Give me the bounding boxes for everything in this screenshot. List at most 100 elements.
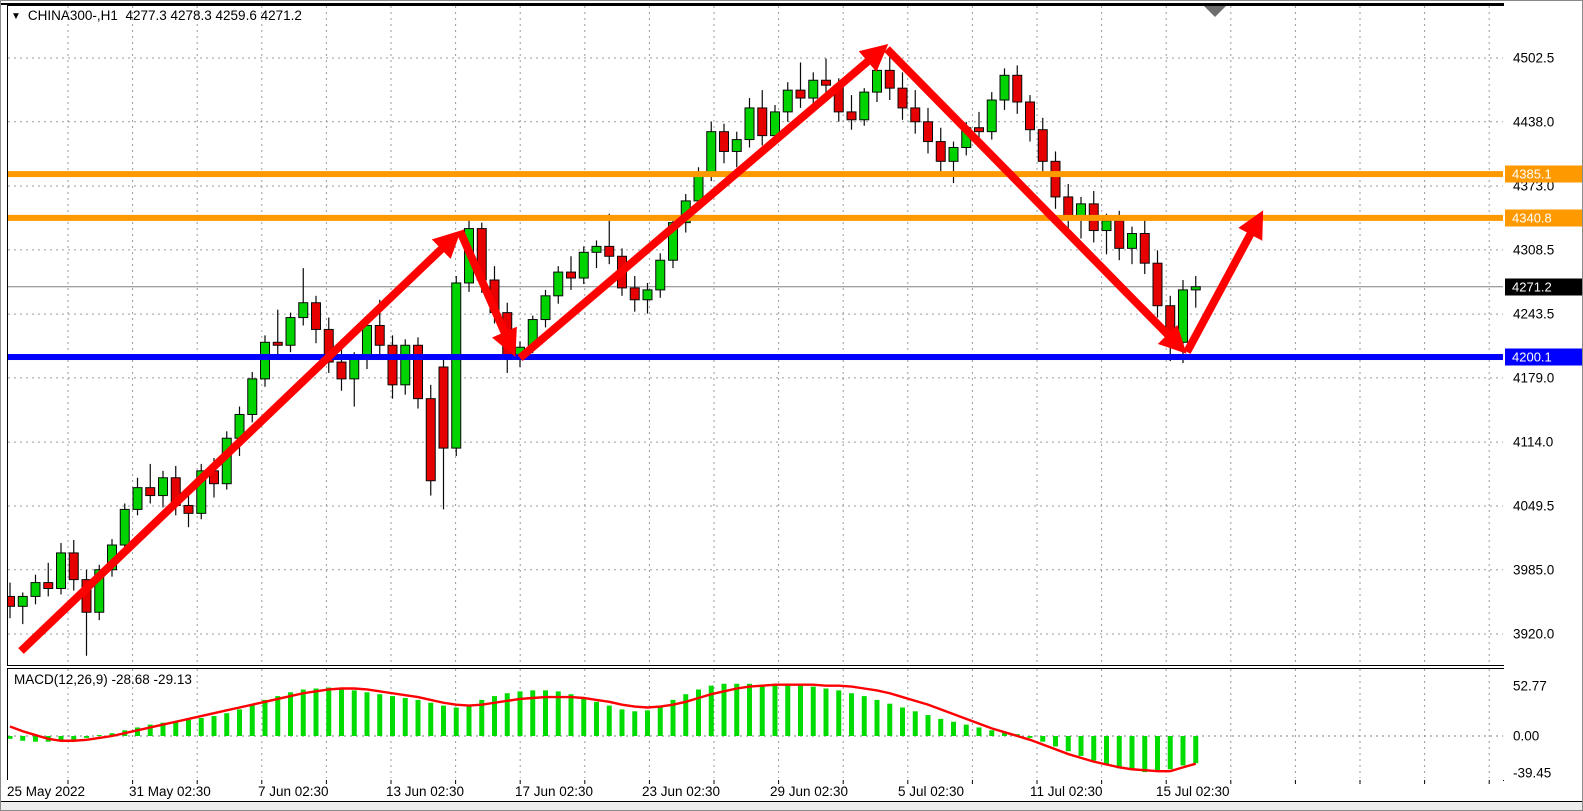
candle-bear — [1114, 220, 1125, 249]
candle-bull — [1178, 289, 1188, 343]
candle-bull — [986, 99, 997, 133]
price-axis-label: 4502.5 — [1513, 50, 1555, 66]
price-axis-label: 3985.0 — [1513, 562, 1555, 578]
candle-bull — [591, 245, 602, 253]
trend-arrow[interactable] — [18, 230, 461, 654]
candle-bear — [438, 366, 449, 449]
macd-scale-label: -39.45 — [1513, 765, 1552, 781]
candle-bear — [1139, 233, 1150, 264]
candle-bull — [540, 295, 551, 321]
candle-bear — [910, 107, 921, 123]
candle-bull — [17, 595, 28, 607]
candle-bear — [1025, 101, 1035, 131]
window-bottom-border — [1, 801, 1582, 802]
time-axis-label: 17 Jun 02:30 — [515, 784, 594, 799]
candle-bull — [451, 282, 462, 449]
candle-bull — [158, 477, 168, 497]
candle-bull — [119, 508, 130, 546]
candle-bull — [770, 111, 780, 137]
candle-bull — [693, 173, 704, 202]
candle-bear — [68, 552, 79, 581]
candle-bull — [1101, 220, 1112, 232]
price-axis-label: 4179.0 — [1513, 370, 1555, 386]
candle-bull — [94, 569, 105, 613]
line-price-badge: 4340.8 — [1505, 209, 1582, 227]
candle-bear — [374, 324, 385, 346]
candle-bull — [706, 131, 717, 175]
candle-bull — [298, 302, 309, 319]
candle-bull — [260, 341, 270, 380]
price-axis-label: 3920.0 — [1513, 626, 1555, 642]
candle-bear — [795, 89, 806, 99]
macd-indicator-label: MACD(12,26,9) -28.68 -29.13 — [14, 672, 192, 687]
trend-arrow[interactable] — [456, 229, 517, 357]
candle-bull — [578, 251, 589, 279]
price-axis[interactable]: 4502.5 4438.0 4373.0 4308.5 4243.5 4179.0 4114… — [1504, 1, 1582, 801]
candle-bear — [183, 504, 194, 514]
candle-bear — [935, 141, 946, 162]
candle-bear — [757, 107, 768, 137]
chart-shift-marker-icon — [1204, 6, 1226, 17]
time-axis-label: 13 Jun 02:30 — [386, 784, 465, 799]
time-axis-label: 5 Jul 02:30 — [898, 784, 965, 799]
candle-bear — [413, 344, 423, 400]
price-axis-label: 4114.0 — [1513, 434, 1554, 450]
macd-canvas[interactable] — [8, 669, 1503, 778]
candle-bull — [196, 470, 207, 514]
symbol-period-label: CHINA300-,H1 — [27, 8, 118, 23]
time-axis-label: 25 May 2022 — [7, 784, 86, 799]
time-axis-label: 29 Jun 02:30 — [770, 784, 849, 799]
trend-arrow[interactable] — [517, 43, 889, 362]
time-axis-ticks — [67, 780, 1490, 784]
candle-bull — [642, 289, 653, 301]
chart-title: ▼ CHINA300-,H1 4277.3 4278.3 4259.6 4271.… — [11, 8, 302, 23]
candle-bear — [8, 595, 15, 607]
candle-bull — [247, 378, 258, 415]
macd-scale-label: 0.00 — [1513, 728, 1540, 744]
candle-bear — [604, 245, 615, 257]
candle-bear — [425, 398, 436, 482]
price-axis-label: 4308.5 — [1513, 242, 1555, 258]
time-axis-label: 11 Jul 02:30 — [1030, 784, 1103, 799]
candle-bull — [655, 259, 666, 291]
candle-bear — [923, 121, 933, 143]
line-price-badge: 4385.1 — [1505, 165, 1582, 183]
candle-bear — [629, 287, 640, 301]
candle-bear — [43, 582, 54, 590]
candle-bull — [859, 91, 870, 121]
candle-bull — [30, 582, 41, 597]
candle-bear — [884, 69, 895, 89]
candle-bear — [272, 341, 283, 346]
candle-bear — [566, 271, 576, 279]
candle-bear — [974, 127, 984, 133]
candle-bear — [145, 487, 156, 497]
candle-bull — [731, 139, 742, 152]
price-axis-label: 4438.0 — [1513, 114, 1555, 130]
candle-bear — [821, 79, 831, 86]
candle-bear — [897, 87, 908, 109]
candle-bear — [719, 131, 729, 152]
main-chart-canvas[interactable] — [8, 6, 1503, 662]
candle-bull — [56, 552, 66, 590]
candle-bull — [553, 271, 564, 297]
price-axis-label: 4243.5 — [1513, 306, 1555, 322]
horizontal-line-4385.1[interactable] — [8, 171, 1503, 178]
time-axis[interactable]: 25 May 2022 31 May 02:30 7 Jun 02:30 13 Jun… — [1, 780, 1503, 801]
macd-signal-line — [9, 683, 1197, 773]
candle-bull — [1127, 233, 1137, 249]
main-chart-pane[interactable] — [7, 5, 1505, 666]
candle-bear — [1152, 262, 1163, 307]
candle-bear — [1037, 129, 1048, 162]
candle-bear — [1050, 160, 1061, 198]
candle-bull — [948, 146, 959, 162]
horizontal-line-4340.8[interactable] — [8, 214, 1503, 221]
trend-arrow[interactable] — [884, 46, 1187, 354]
candle-bull — [400, 344, 411, 386]
horizontal-line-4200.1[interactable] — [8, 354, 1503, 361]
trend-arrow[interactable] — [1183, 210, 1264, 354]
time-axis-label: 15 Jul 02:30 — [1156, 784, 1230, 799]
time-axis-label: 7 Jun 02:30 — [258, 784, 329, 799]
candle-bull — [132, 487, 143, 510]
macd-scale-label: 52.77 — [1513, 678, 1547, 694]
